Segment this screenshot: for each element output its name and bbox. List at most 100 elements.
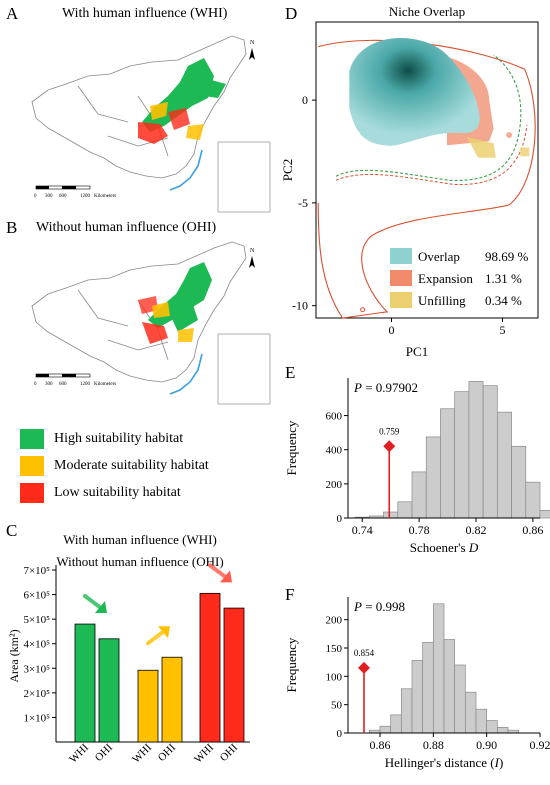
y-axis-label: PC2 (282, 159, 295, 181)
coast-line (169, 353, 203, 395)
north-label: N (250, 248, 255, 254)
trend-arrow-down-icon (208, 563, 232, 583)
map-ohi: N 0 300 600 1200 Kilometers (31, 241, 271, 405)
unfilling-patch (520, 147, 530, 157)
legend-value-overlap: 98.69 % (485, 249, 529, 264)
china-map-outline (31, 35, 247, 179)
suitability-patches (138, 58, 226, 144)
x-axis-label: Hellinger's distance (I) (385, 755, 504, 770)
y-tick-label: 7×10⁵ (23, 565, 50, 577)
arrow-shaft (146, 629, 166, 646)
histogram-bar (432, 603, 445, 734)
y-tick-label: 0 (302, 93, 308, 107)
x-tick-label: 0.78 (409, 523, 430, 537)
x-tick-label: WHI (67, 741, 91, 765)
scale-tick-1200: 1200 (80, 194, 91, 199)
legend-swatch-overlap (390, 248, 412, 264)
bar-high-whi (74, 623, 96, 743)
y-tick-label: 150 (326, 643, 343, 655)
panel-letter-c: C (6, 521, 18, 540)
scale-unit: Kilometers (94, 382, 116, 387)
bar-moderate-ohi (161, 656, 183, 743)
histogram-bar (400, 688, 413, 734)
coast-line (169, 149, 203, 191)
trend-arrow-up-icon (146, 626, 170, 646)
observed-value-label: 0.854 (354, 648, 375, 658)
p-value-label: P = 0.998 (353, 599, 405, 614)
x-tick-label: WHI (130, 741, 154, 765)
histogram-bar (468, 381, 484, 519)
arrow-head (220, 570, 232, 583)
y-tick-label: 6×10⁵ (23, 590, 50, 602)
histogram-bar (454, 391, 470, 519)
panel-a-title: With human influence (WHI) (62, 6, 228, 21)
x-tick-label: 0.82 (466, 523, 487, 537)
x-tick-label: 0.86 (522, 523, 543, 537)
bar-moderate-whi (137, 669, 159, 743)
trend-arrow-down-icon (83, 594, 107, 614)
scale-tick-1200: 1200 (80, 382, 91, 387)
legend-swatch-expansion (390, 270, 412, 286)
observed-value-label: 0.759 (379, 426, 400, 436)
observed-marker-icon (383, 440, 396, 453)
scale-tick-300: 300 (45, 194, 53, 199)
p-value-label: P = 0.97902 (353, 380, 418, 395)
scale-bar: 0 300 600 1200 Kilometers (34, 185, 116, 199)
x-tick-label: 0.86 (370, 738, 391, 752)
legend-label-expansion: Expansion (418, 271, 473, 286)
scale-tick-0: 0 (34, 194, 37, 199)
arrow-head (95, 601, 107, 614)
legend-value-expansion: 1.31 % (485, 271, 522, 286)
north-arrow-icon (249, 48, 255, 60)
y-tick-label: 1×10⁵ (23, 712, 50, 724)
scale-bar: 0 300 600 1200 Kilometers (34, 373, 116, 387)
histogram-bar (425, 436, 441, 519)
y-axis-label: Frequency (284, 420, 299, 475)
panel-letter-d: D (285, 4, 298, 23)
small-contour (360, 307, 366, 313)
histogram-bar (464, 691, 477, 734)
legend-label-overlap: Overlap (418, 249, 460, 264)
chart-title: Niche Overlap (389, 4, 465, 19)
chart-f-hellinger: 0.86 0.88 0.90 0.92 0 50 100 150 200 0.854 P = 0.9… (284, 597, 550, 770)
scale-tick-600: 600 (59, 194, 67, 199)
legend-moderate-swatch (20, 456, 44, 476)
y-tick-label: 200 (326, 479, 343, 491)
south-china-sea-inset (217, 333, 271, 405)
legend-moderate-label: Moderate suitability habitat (54, 458, 209, 473)
scale-unit: Kilometers (94, 194, 116, 199)
histogram-bar (511, 445, 527, 519)
legend-line-ohi: Without human influence (OHI) (56, 554, 223, 569)
y-tick-label: 100 (326, 671, 343, 683)
legend-high-label: High suitability habitat (54, 431, 184, 446)
legend-label-unfilling: Unfilling (418, 293, 466, 308)
histogram-bar (443, 639, 456, 734)
x-tick-label: 0.90 (476, 738, 497, 752)
legend-low-label: Low suitability habitat (54, 485, 181, 500)
x-tick-label: OHI (156, 741, 179, 764)
observed-marker-icon (358, 661, 370, 674)
legend-high-swatch (20, 429, 44, 449)
panel-letter-a: A (6, 4, 19, 23)
y-tick-label: 2×10⁵ (23, 688, 50, 700)
y-tick-label: 0 (337, 513, 343, 525)
panel-letter-b: B (6, 218, 18, 237)
scale-tick-300: 300 (45, 382, 53, 387)
x-axis-label: Schoener's D (410, 540, 479, 555)
histogram-bar (486, 720, 498, 734)
y-tick-label: 3×10⁵ (23, 663, 50, 675)
y-tick-label: 5×10⁵ (23, 614, 50, 626)
legend-moderate: Moderate suitability habitat (20, 455, 209, 477)
y-tick-label: 0 (337, 728, 343, 740)
legend-swatch-unfilling (390, 292, 412, 308)
histogram-bar (496, 726, 509, 734)
bar-low-whi (199, 592, 221, 743)
north-arrow-icon (249, 256, 255, 268)
histogram-bar (397, 501, 413, 519)
overlap-density (349, 38, 480, 146)
legend-value-unfilling: 0.34 % (485, 293, 522, 308)
x-tick-label: OHI (218, 741, 241, 764)
y-tick-label: 50 (331, 700, 343, 712)
expansion-dot (506, 132, 513, 139)
y-tick-label: -10 (292, 299, 308, 313)
